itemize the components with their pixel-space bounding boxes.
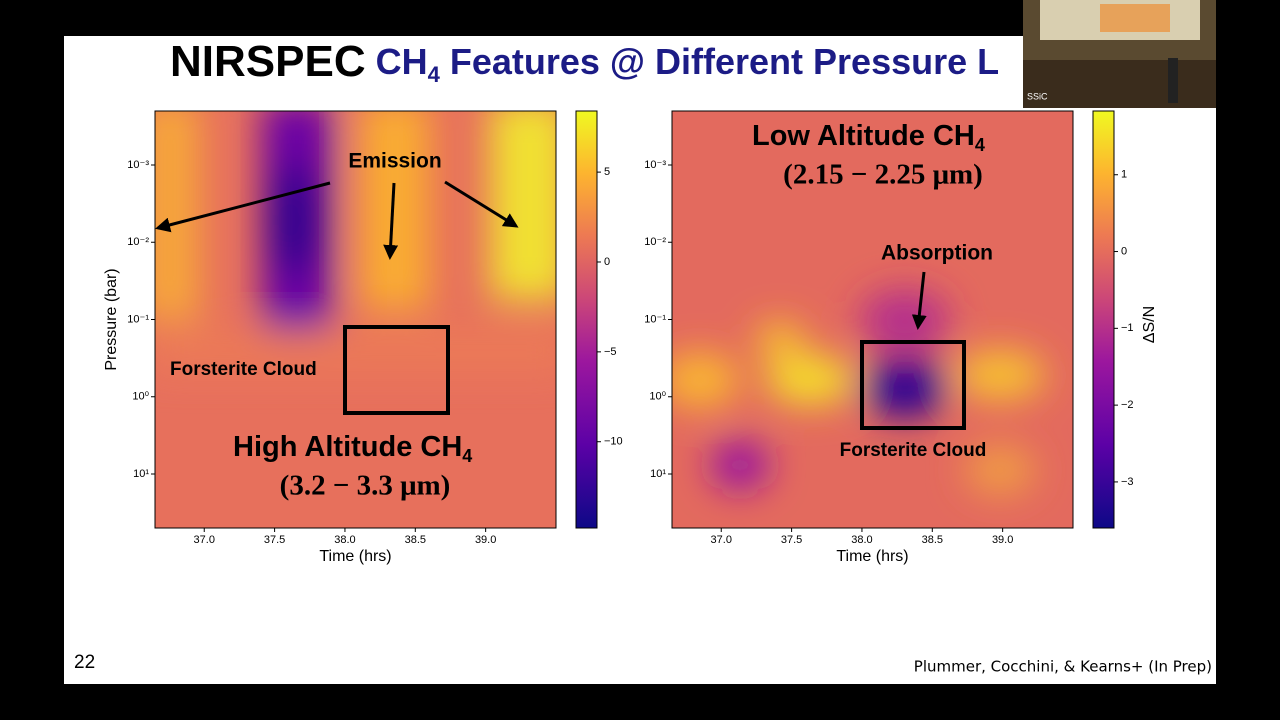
x-tick-label: 39.0	[475, 534, 496, 546]
colorbar-tick-label: 1	[1121, 169, 1127, 181]
colorbar-tick-label: −3	[1121, 476, 1134, 488]
arrow	[155, 181, 331, 233]
y-tick-label: 10⁰	[132, 391, 149, 403]
heatmap-image	[672, 111, 1073, 528]
webcam: SSiC	[1023, 0, 1216, 108]
y-tick-label: 10⁻²	[127, 236, 149, 248]
x-tick-label: 37.0	[194, 534, 215, 546]
y-tick-label: 10¹	[650, 468, 666, 480]
colorbar-tick-label: −10	[604, 436, 623, 448]
x-axis-label: Time (hrs)	[836, 548, 908, 565]
arrow	[911, 271, 927, 330]
page-number: 22	[74, 652, 95, 673]
x-tick-label: 38.0	[334, 534, 355, 546]
x-tick-label: 37.0	[711, 534, 732, 546]
y-tick-label: 10¹	[133, 468, 149, 480]
arrow	[383, 182, 399, 260]
y-axis-label: Pressure (bar)	[103, 268, 120, 370]
colorbar-tick-label: 0	[604, 256, 610, 268]
colorbar-tick-label: −5	[604, 346, 617, 358]
panel-subtitle: (3.2 − 3.3 μm)	[280, 470, 451, 502]
annotation: Forsterite Cloud	[170, 359, 317, 380]
annotation: Forsterite Cloud	[840, 440, 987, 461]
x-tick-label: 37.5	[264, 534, 285, 546]
colorbar	[575, 110, 598, 529]
x-tick-label: 38.5	[405, 534, 426, 546]
colorbar-tick-label: 5	[604, 166, 610, 178]
x-tick-label: 38.5	[922, 534, 943, 546]
panel-title: High Altitude CH4	[233, 431, 472, 466]
highlight-box	[860, 340, 966, 430]
y-tick-label: 10⁻³	[644, 159, 666, 171]
webcam-label: SSiC	[1027, 91, 1048, 101]
y-tick-label: 10⁻¹	[127, 313, 149, 325]
colorbar-tick-label: −2	[1121, 399, 1134, 411]
x-axis-label: Time (hrs)	[319, 548, 391, 565]
y-tick-label: 10⁰	[649, 391, 666, 403]
slide-title: NIRSPEC CH4 Features @ Different Pressure…	[170, 37, 999, 87]
y-tick-label: 10⁻³	[127, 159, 149, 171]
highlight-box	[343, 325, 450, 415]
annotation: Absorption	[881, 242, 993, 265]
citation: Plummer, Cocchini, & Kearns+ (In Prep)	[914, 658, 1212, 676]
x-tick-label: 39.0	[992, 534, 1013, 546]
x-tick-label: 37.5	[781, 534, 802, 546]
heatmap-image	[155, 111, 556, 528]
colorbar	[1092, 110, 1115, 529]
panel-subtitle: (2.15 − 2.25 μm)	[783, 159, 983, 191]
panel-title: Low Altitude CH4	[752, 120, 985, 155]
colorbar-tick-label: 0	[1121, 245, 1127, 257]
annotation: Emission	[348, 150, 441, 173]
colorbar-label: ΔS/N	[1141, 306, 1158, 343]
y-tick-label: 10⁻¹	[644, 313, 666, 325]
colorbar-tick-label: −1	[1121, 322, 1134, 334]
arrow	[444, 180, 519, 228]
x-tick-label: 38.0	[851, 534, 872, 546]
y-tick-label: 10⁻²	[644, 236, 666, 248]
